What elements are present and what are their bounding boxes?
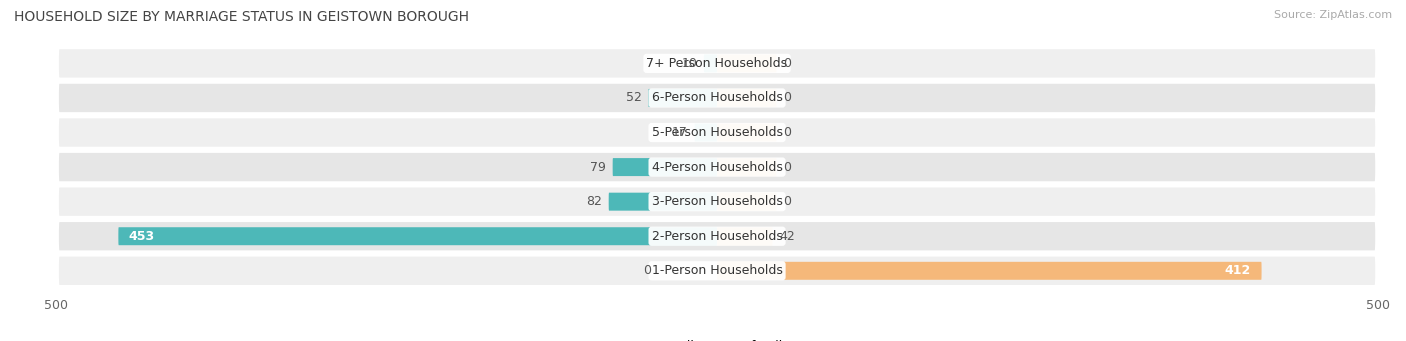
FancyBboxPatch shape bbox=[59, 49, 1375, 77]
Text: 82: 82 bbox=[586, 195, 602, 208]
FancyBboxPatch shape bbox=[717, 89, 776, 107]
FancyBboxPatch shape bbox=[717, 227, 772, 245]
Text: 0: 0 bbox=[783, 161, 792, 174]
FancyBboxPatch shape bbox=[695, 123, 717, 142]
Text: 10: 10 bbox=[682, 57, 697, 70]
FancyBboxPatch shape bbox=[717, 193, 776, 211]
FancyBboxPatch shape bbox=[59, 84, 1375, 112]
Text: 2-Person Households: 2-Person Households bbox=[651, 230, 783, 243]
FancyBboxPatch shape bbox=[59, 153, 1375, 181]
FancyBboxPatch shape bbox=[59, 257, 1375, 285]
FancyBboxPatch shape bbox=[59, 118, 1375, 147]
Text: 3-Person Households: 3-Person Households bbox=[651, 195, 783, 208]
Text: 0: 0 bbox=[783, 195, 792, 208]
FancyBboxPatch shape bbox=[704, 55, 717, 72]
Text: 6-Person Households: 6-Person Households bbox=[651, 91, 783, 104]
FancyBboxPatch shape bbox=[717, 55, 776, 72]
Text: 0: 0 bbox=[783, 91, 792, 104]
Text: 0: 0 bbox=[783, 126, 792, 139]
FancyBboxPatch shape bbox=[717, 123, 776, 142]
Text: 7+ Person Households: 7+ Person Households bbox=[647, 57, 787, 70]
Text: 52: 52 bbox=[626, 91, 641, 104]
Text: 17: 17 bbox=[672, 126, 688, 139]
Legend: Family, Nonfamily: Family, Nonfamily bbox=[638, 335, 796, 341]
Text: HOUSEHOLD SIZE BY MARRIAGE STATUS IN GEISTOWN BOROUGH: HOUSEHOLD SIZE BY MARRIAGE STATUS IN GEI… bbox=[14, 10, 470, 24]
Text: 0: 0 bbox=[643, 264, 651, 277]
Text: 453: 453 bbox=[129, 230, 155, 243]
FancyBboxPatch shape bbox=[118, 227, 717, 245]
FancyBboxPatch shape bbox=[59, 188, 1375, 216]
Text: 42: 42 bbox=[779, 230, 794, 243]
Text: 5-Person Households: 5-Person Households bbox=[651, 126, 783, 139]
FancyBboxPatch shape bbox=[717, 158, 776, 176]
FancyBboxPatch shape bbox=[717, 262, 1261, 280]
Text: 412: 412 bbox=[1225, 264, 1251, 277]
FancyBboxPatch shape bbox=[59, 222, 1375, 250]
FancyBboxPatch shape bbox=[648, 89, 717, 107]
Text: 1-Person Households: 1-Person Households bbox=[651, 264, 783, 277]
FancyBboxPatch shape bbox=[613, 158, 717, 176]
FancyBboxPatch shape bbox=[609, 193, 717, 211]
Text: 0: 0 bbox=[783, 57, 792, 70]
Text: 79: 79 bbox=[591, 161, 606, 174]
Text: 4-Person Households: 4-Person Households bbox=[651, 161, 783, 174]
Text: Source: ZipAtlas.com: Source: ZipAtlas.com bbox=[1274, 10, 1392, 20]
